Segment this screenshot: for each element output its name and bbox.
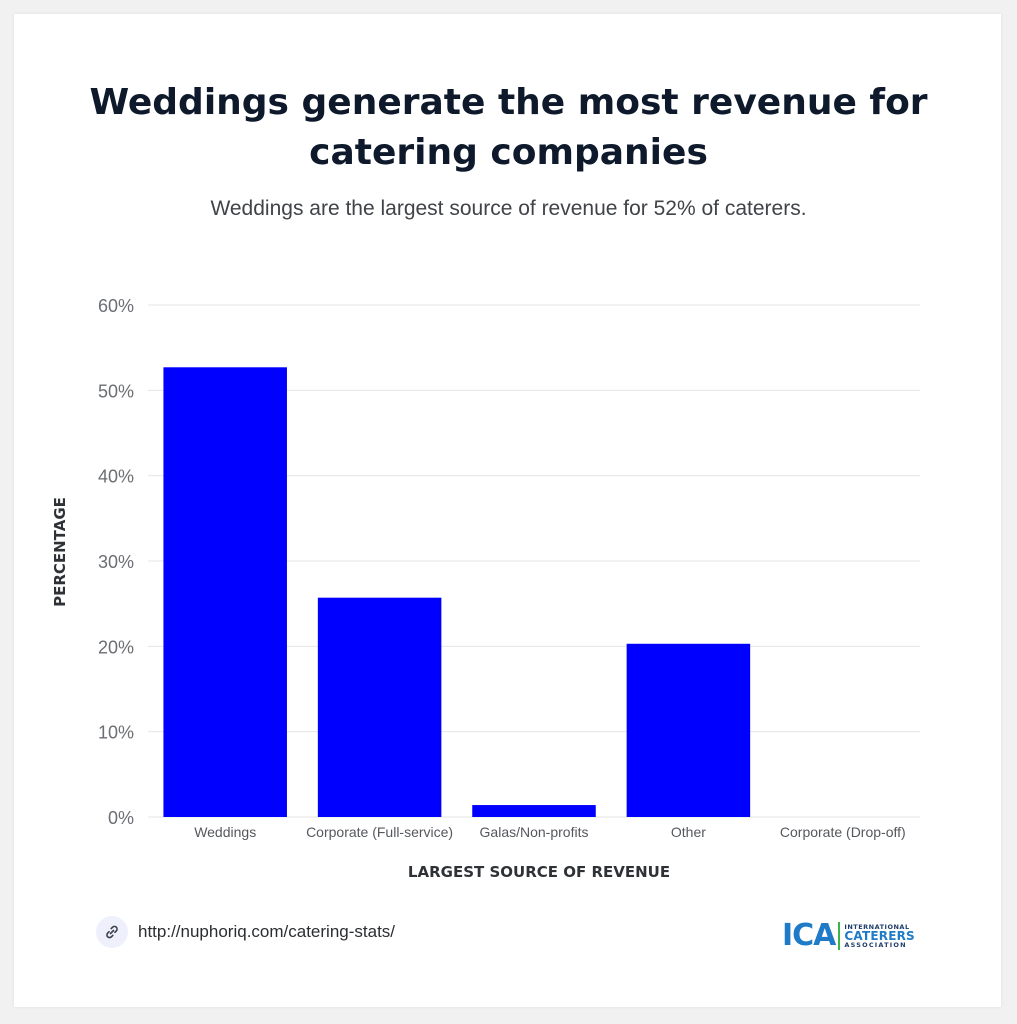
bar-other [626,643,751,817]
logo-mark: ICA [782,918,836,953]
link-icon [96,916,128,948]
y-axis-label: PERCENTAGE [51,497,69,607]
bar-chart: 0% 10% 20% 30% 40% 50% 60% Weddings Corporate (F… [51,296,920,881]
y-tick-label: 30% [98,552,134,572]
chart-title-line-1: Weddings generate the most revenue for [89,82,928,123]
y-tick-label: 60% [98,296,134,316]
x-tick-label: Galas/Non-profits [480,824,589,840]
y-tick-label: 40% [98,467,134,487]
chart-subtitle: Weddings are the largest source of reven… [210,197,807,220]
source-url[interactable]: http://nuphoriq.com/catering-stats/ [138,922,396,941]
y-tick-label: 50% [98,381,134,401]
logo-word-association: ASSOCIATION [844,941,907,949]
bar-galas-non-profits [472,805,596,817]
x-tick-label: Corporate (Full-service) [306,824,453,840]
x-tick-label: Other [671,824,706,840]
logo-word-caterers: CATERERS [844,929,915,943]
x-tick-label: Corporate (Drop-off) [780,824,906,840]
logo-wordmark: INTERNATIONAL CATERERS ASSOCIATION [844,922,915,949]
chart-title-line-2: catering companies [309,132,708,173]
source-link[interactable]: http://nuphoriq.com/catering-stats/ [96,916,395,948]
bar-corporate-full-service [317,597,442,817]
logo-divider [838,922,841,950]
chart-title: Weddings generate the most revenue for c… [0,78,1017,178]
x-axis-label: LARGEST SOURCE OF REVENUE [408,863,670,881]
logo-word-international: INTERNATIONAL [844,922,910,931]
y-tick-label: 10% [98,723,134,743]
bar-weddings [163,367,287,817]
x-tick-label: Weddings [194,824,256,840]
ica-logo: ICA INTERNATIONAL CATERERS ASSOCIATION [782,918,915,954]
y-tick-label: 0% [108,808,134,828]
y-tick-label: 20% [98,637,134,657]
